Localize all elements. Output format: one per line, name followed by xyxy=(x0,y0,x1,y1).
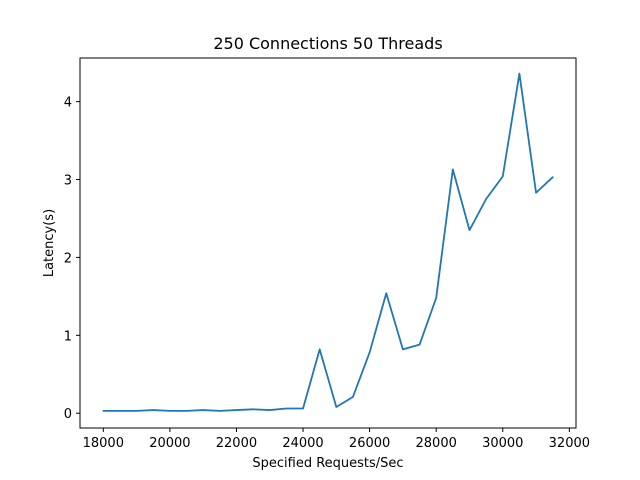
series-line xyxy=(102,72,554,412)
y-tick-label: 2 xyxy=(64,251,72,266)
chart-title: 250 Connections 50 Threads xyxy=(213,34,442,53)
x-axis-label: Specified Requests/Sec xyxy=(252,456,403,471)
y-tick-label: 4 xyxy=(64,96,72,111)
y-tick-label: 3 xyxy=(64,174,72,189)
x-tick-label: 20000 xyxy=(149,436,190,451)
x-tick-label: 18000 xyxy=(83,436,124,451)
x-axis: 18000 20000 22000 24000 26000 28000 30000 32000 xyxy=(83,428,590,451)
x-tick-label: 22000 xyxy=(216,436,257,451)
x-tick-label: 24000 xyxy=(282,436,323,451)
series-layer xyxy=(102,72,554,412)
x-tick-label: 32000 xyxy=(549,436,590,451)
x-tick-label: 26000 xyxy=(349,436,390,451)
plot-frame xyxy=(79,57,577,429)
x-tick-label: 28000 xyxy=(416,436,457,451)
y-tick-label: 1 xyxy=(64,329,72,344)
y-axis: 0 1 2 3 4 xyxy=(64,96,80,422)
y-axis-label: Latency(s) xyxy=(42,209,57,277)
y-tick-label: 0 xyxy=(64,407,72,422)
x-tick-label: 30000 xyxy=(482,436,523,451)
